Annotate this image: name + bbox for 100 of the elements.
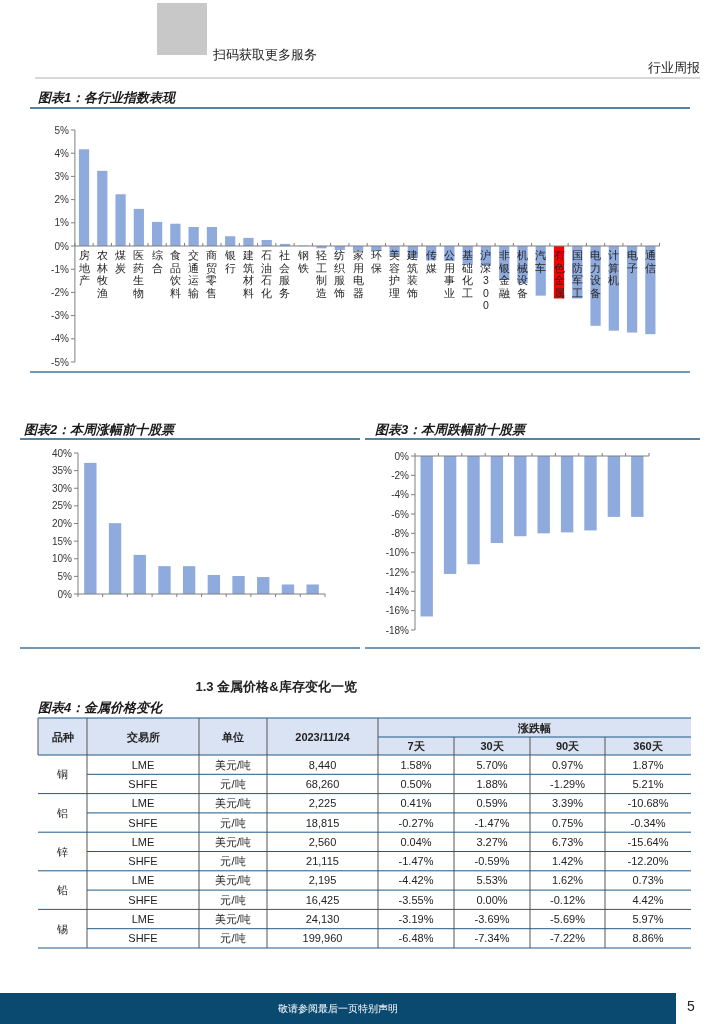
text: 5.70% bbox=[476, 758, 508, 771]
text: SHFE bbox=[128, 893, 158, 906]
text: 6.73% bbox=[551, 835, 584, 848]
y-tick-label: -5% bbox=[51, 356, 69, 368]
text: 4.42% bbox=[632, 893, 664, 906]
y-tick-label: -16% bbox=[385, 605, 410, 617]
text: -7.34% bbox=[474, 932, 510, 945]
x-tick-label: 沪深300 bbox=[480, 249, 492, 312]
x-tick-label: 煤炭 bbox=[115, 249, 127, 274]
x-tick-label: 交通运输 bbox=[188, 249, 200, 299]
text: LME bbox=[131, 835, 155, 848]
text: -6.48% bbox=[398, 932, 434, 945]
y-tick-label: 4% bbox=[54, 147, 70, 159]
x-tick-label: 美容护理 bbox=[388, 249, 401, 299]
y-tick-label: 0% bbox=[394, 450, 410, 462]
x-tick-label: 食品饮料 bbox=[168, 249, 181, 299]
text: 0.73% bbox=[632, 874, 664, 887]
chart-title: 图表1：各行业指数表现 bbox=[38, 90, 178, 105]
y-tick-label: 5% bbox=[54, 124, 70, 136]
x-tick-label: 机械设备 bbox=[516, 249, 528, 299]
text: -7.22% bbox=[550, 932, 585, 945]
x-tick-label: 通信 bbox=[644, 249, 656, 274]
x-tick-label: 国防军工 bbox=[571, 249, 583, 299]
x-tick-label: 汽车 bbox=[535, 249, 547, 274]
y-tick-label: -8% bbox=[391, 527, 410, 539]
text: 0.00% bbox=[476, 893, 508, 906]
text: -0.34% bbox=[630, 816, 666, 829]
y-tick-label: 0% bbox=[54, 240, 70, 252]
y-tick-label: -2% bbox=[391, 469, 410, 481]
category-label: 铜 bbox=[57, 768, 68, 781]
text: 2,225 bbox=[308, 797, 337, 810]
category-label: 单位 bbox=[221, 730, 244, 743]
text: -12.20% bbox=[627, 855, 669, 868]
text: SHFE bbox=[128, 932, 158, 945]
text: 元/吨 bbox=[220, 893, 246, 906]
category-label: 2023/11/24 bbox=[295, 730, 351, 743]
text: 美元/吨 bbox=[214, 835, 252, 848]
y-tick-label: -4% bbox=[391, 489, 410, 501]
text: 16,425 bbox=[305, 893, 340, 906]
y-tick-label: 5% bbox=[57, 570, 73, 582]
text: 涨跌幅 bbox=[517, 721, 551, 734]
text: -0.59% bbox=[474, 855, 510, 868]
text: 5.53% bbox=[476, 874, 508, 887]
text: 1.58% bbox=[400, 758, 432, 771]
text: 0.41% bbox=[400, 797, 432, 810]
x-tick-label: 传媒 bbox=[425, 249, 437, 274]
text: 美元/吨 bbox=[214, 758, 252, 771]
y-tick-label: 2% bbox=[54, 194, 70, 206]
text: 元/吨 bbox=[220, 777, 246, 790]
text: LME bbox=[131, 797, 155, 810]
y-tick-label: 10% bbox=[51, 553, 73, 565]
category-label: 360天 bbox=[633, 740, 664, 752]
text: 扫码获取更多服务 bbox=[212, 48, 317, 62]
x-tick-label: 轻工制造 bbox=[316, 249, 328, 299]
y-tick-label: 1% bbox=[54, 217, 70, 229]
text: 1.87% bbox=[632, 758, 664, 771]
category-label: 品种 bbox=[51, 730, 74, 743]
x-tick-label: 家用电器 bbox=[352, 249, 364, 299]
text: 1.88% bbox=[476, 777, 508, 790]
x-tick-label: 农林牧渔 bbox=[95, 249, 108, 299]
category-label: 90天 bbox=[555, 740, 581, 752]
text: -0.12% bbox=[550, 893, 585, 906]
x-tick-label: 社会服务 bbox=[279, 249, 291, 299]
text: -0.27% bbox=[398, 816, 434, 829]
text: 24,130 bbox=[305, 913, 340, 926]
text: 2,560 bbox=[308, 835, 337, 848]
x-tick-label: 环保 bbox=[370, 249, 382, 274]
text: 元/吨 bbox=[220, 932, 246, 945]
y-tick-label: -14% bbox=[385, 585, 410, 597]
text: 行业周报 bbox=[648, 61, 700, 75]
x-tick-label: 计算机 bbox=[608, 249, 620, 287]
text: -15.64% bbox=[627, 835, 669, 848]
y-tick-label: -6% bbox=[391, 508, 410, 520]
y-tick-label: 0% bbox=[57, 588, 73, 600]
x-tick-label: 综合 bbox=[151, 249, 163, 274]
text: 2,195 bbox=[308, 874, 337, 887]
category-label: 锌 bbox=[57, 845, 68, 858]
x-tick-label: 建筑材料 bbox=[241, 249, 254, 299]
text: 美元/吨 bbox=[214, 797, 252, 810]
text: 21,115 bbox=[306, 855, 339, 868]
text: SHFE bbox=[128, 816, 158, 829]
text: -1.29% bbox=[550, 777, 585, 790]
text: 3.27% bbox=[476, 835, 508, 848]
text: -3.19% bbox=[398, 913, 434, 926]
text: 3.39% bbox=[551, 797, 584, 810]
text: LME bbox=[131, 874, 155, 887]
text: 1.42% bbox=[551, 855, 584, 868]
x-tick-label: 公用事业 bbox=[443, 249, 455, 299]
text: 68,260 bbox=[305, 777, 340, 790]
x-tick-label: 房地产 bbox=[77, 249, 90, 287]
text: 8.86% bbox=[632, 932, 664, 945]
y-tick-label: -18% bbox=[385, 624, 410, 636]
text: 美元/吨 bbox=[214, 874, 252, 887]
x-tick-label: 非银金融 bbox=[497, 249, 510, 299]
text: 5.97% bbox=[632, 913, 664, 926]
x-tick-label: 石油石化 bbox=[261, 249, 273, 299]
text: 0.97% bbox=[551, 758, 584, 771]
text: 18,815 bbox=[305, 816, 340, 829]
category-label: 铝 bbox=[57, 806, 68, 819]
text: 5.21% bbox=[632, 777, 664, 790]
